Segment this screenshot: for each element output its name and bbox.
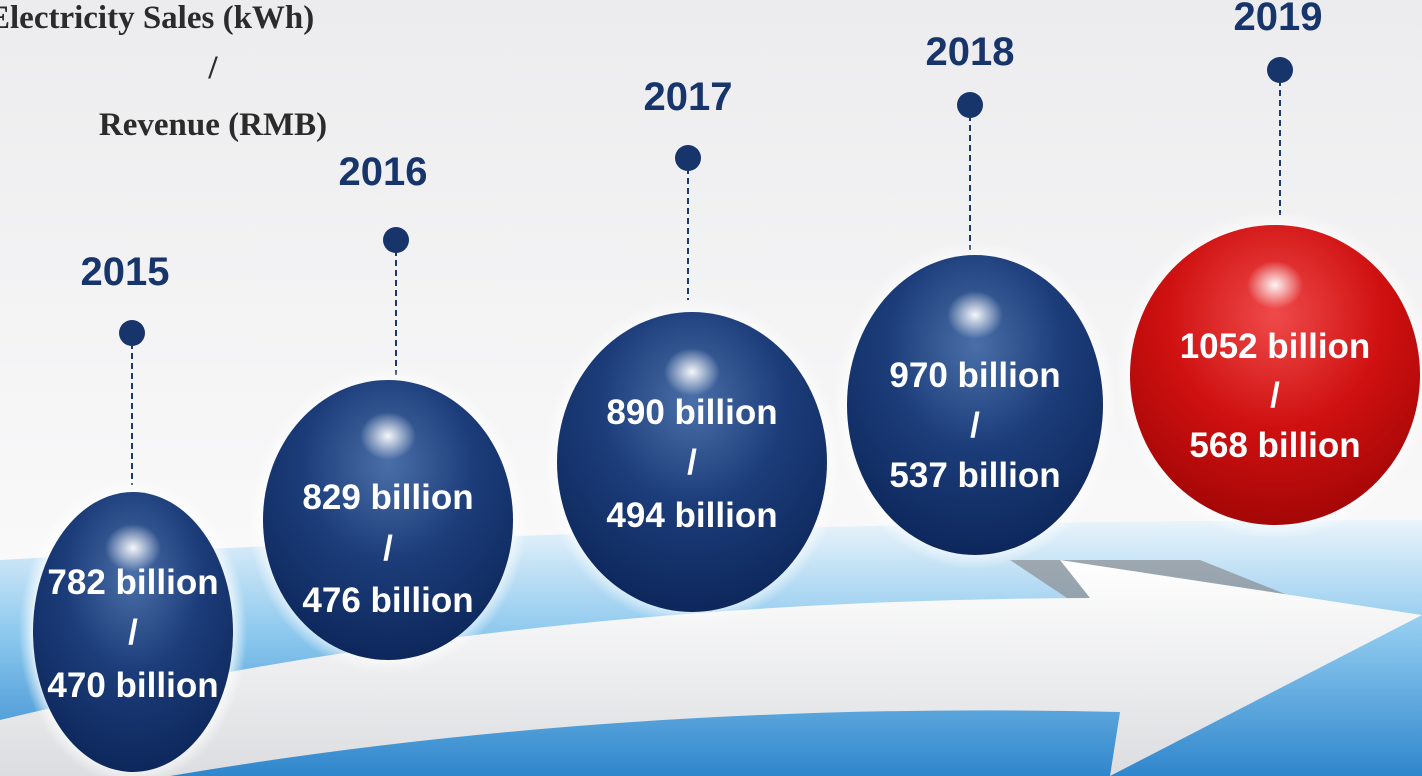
dot bbox=[1267, 57, 1293, 83]
value-revenue: 470 billion bbox=[47, 666, 218, 705]
timeline-item: 2019 1052 billion / 568 billion bbox=[1116, 0, 1422, 539]
bubble bbox=[557, 312, 827, 612]
title-line: Electricity Sales (kWh) bbox=[0, 0, 314, 36]
bubble bbox=[33, 492, 233, 772]
arrow bbox=[0, 560, 1422, 776]
year: 2019 bbox=[1234, 0, 1323, 39]
value-revenue: 476 billion bbox=[302, 581, 473, 620]
dot bbox=[119, 320, 145, 346]
bubble bbox=[847, 255, 1103, 555]
bubble bbox=[263, 380, 513, 660]
value-separator: / bbox=[383, 529, 393, 568]
timeline-item: 2016 829 billion / 476 billion bbox=[249, 150, 527, 674]
bubble-shine bbox=[664, 348, 720, 396]
bubble-shine bbox=[947, 291, 1003, 339]
title-separator: / bbox=[207, 50, 218, 86]
value-separator: / bbox=[128, 613, 138, 652]
value-revenue: 568 billion bbox=[1189, 426, 1360, 465]
bubble bbox=[1130, 225, 1420, 525]
value-sales: 782 billion bbox=[47, 563, 218, 602]
timeline-item: 2017 890 billion / 494 billion bbox=[543, 75, 841, 626]
timeline-item: 2015 782 billion / 470 billion bbox=[19, 250, 247, 776]
value-sales: 970 billion bbox=[889, 356, 1060, 395]
bubble-shine bbox=[360, 412, 416, 460]
year: 2018 bbox=[926, 30, 1015, 74]
value-sales: 829 billion bbox=[302, 478, 473, 517]
value-separator: / bbox=[1270, 376, 1280, 415]
year: 2015 bbox=[81, 250, 170, 294]
value-separator: / bbox=[970, 406, 980, 445]
dot bbox=[383, 227, 409, 253]
title-line: Revenue (RMB) bbox=[99, 107, 327, 143]
value-separator: / bbox=[687, 443, 697, 482]
timeline-item: 2018 970 billion / 537 billion bbox=[833, 30, 1117, 569]
value-revenue: 494 billion bbox=[606, 496, 777, 535]
value-sales: 1052 billion bbox=[1180, 327, 1371, 366]
bubble-shine bbox=[105, 524, 161, 572]
value-sales: 890 billion bbox=[606, 393, 777, 432]
value-revenue: 537 billion bbox=[889, 456, 1060, 495]
year: 2016 bbox=[339, 150, 428, 194]
heading: Electricity Sales (kWh) / Revenue (RMB) bbox=[0, 0, 327, 143]
year: 2017 bbox=[644, 75, 733, 119]
bubble-shine bbox=[1247, 261, 1303, 309]
dot bbox=[675, 145, 701, 171]
dot bbox=[957, 92, 983, 118]
